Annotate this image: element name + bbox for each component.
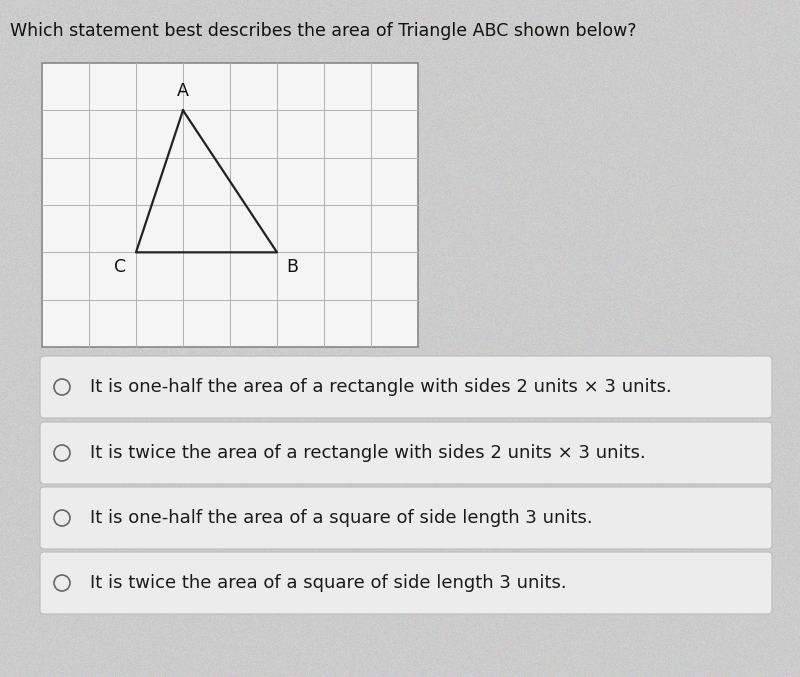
Text: B: B — [286, 259, 298, 276]
FancyBboxPatch shape — [40, 552, 772, 614]
Text: C: C — [114, 259, 126, 276]
FancyBboxPatch shape — [40, 487, 772, 549]
Text: It is twice the area of a square of side length 3 units.: It is twice the area of a square of side… — [90, 574, 566, 592]
FancyBboxPatch shape — [40, 422, 772, 484]
Text: Which statement best describes the area of Triangle ABC shown below?: Which statement best describes the area … — [10, 22, 637, 40]
Text: A: A — [177, 83, 189, 100]
Text: It is twice the area of a rectangle with sides 2 units × 3 units.: It is twice the area of a rectangle with… — [90, 444, 646, 462]
Text: It is one-half the area of a rectangle with sides 2 units × 3 units.: It is one-half the area of a rectangle w… — [90, 378, 672, 396]
Bar — [42, 63, 418, 347]
FancyBboxPatch shape — [40, 356, 772, 418]
Text: It is one-half the area of a square of side length 3 units.: It is one-half the area of a square of s… — [90, 509, 593, 527]
